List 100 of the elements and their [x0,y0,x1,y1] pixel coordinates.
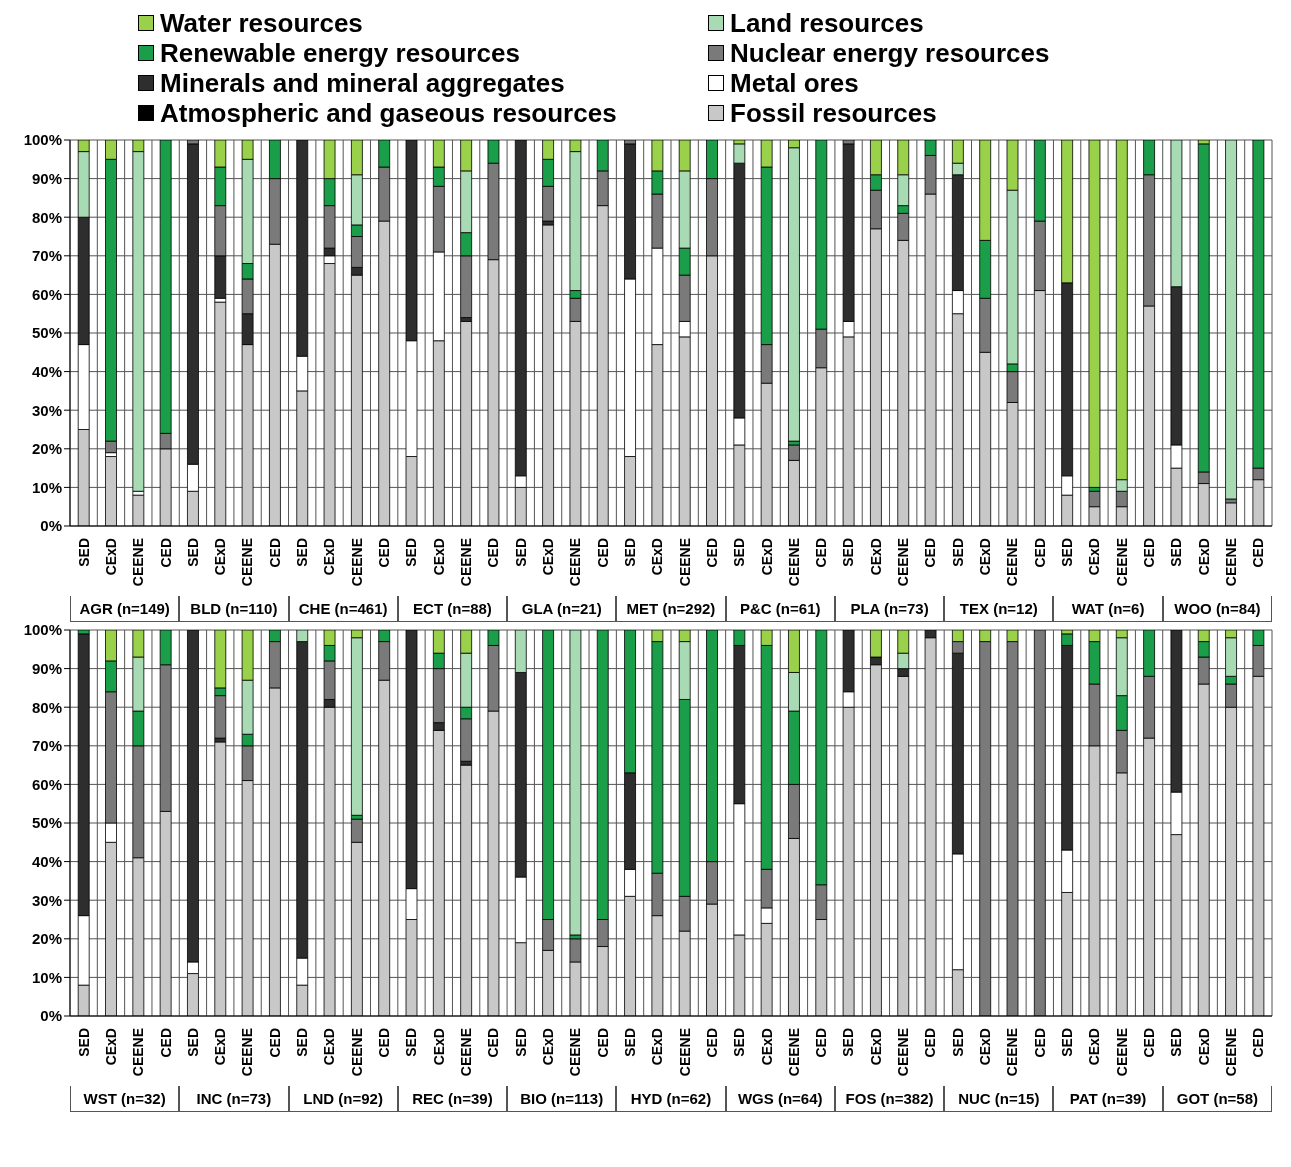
x-tick-label: CEENE [1113,538,1130,587]
x-tick-label: SED [731,1028,748,1057]
y-tick-label: 70% [31,247,62,265]
x-tick-label: SED [184,1028,201,1057]
x-tick-label: SED [731,538,748,567]
x-tick-label: CED [485,1028,502,1058]
text: ECT (n=88) [397,596,508,622]
x-tick-label: CED [485,538,502,568]
x-tick-label: SED [621,538,638,567]
y-tick-label: 50% [31,814,62,832]
x-tick-label: SED [949,1028,966,1057]
y-tick-label: 60% [31,285,62,303]
x-tick-label: CExD [977,538,994,576]
x-tick-label: CED [266,538,283,568]
x-tick-label: SED [1168,538,1185,567]
x-tick-label: SED [403,1028,420,1057]
y-tick-label: 70% [31,737,62,755]
x-tick-label: CEENE [895,538,912,587]
legend-label: Metal ores [730,68,859,98]
text: WST (n=32) [70,1086,180,1112]
bar [1088,140,1101,488]
x-tick-label: SED [1059,1028,1076,1057]
y-tick-label: 90% [31,169,62,187]
y-tick-label: 30% [31,891,62,909]
y-tick-label: 100% [23,131,62,149]
x-tick-label: SED [75,538,92,567]
x-tick-label: CED [376,1028,393,1058]
x-tick-label: SED [840,538,857,567]
text: TEX (n=12) [944,596,1054,622]
x-tick-label: SED [403,538,420,567]
x-tick-label: CExD [321,538,338,576]
y-tick-label: 40% [31,852,62,870]
x-tick-label: CEENE [895,1028,912,1077]
x-tick-label: CED [1031,1028,1048,1058]
x-tick-label: CED [594,1028,611,1058]
y-tick-label: 100% [23,621,62,639]
x-tick-label: CExD [1086,1028,1103,1066]
text: WGS (n=64) [725,1086,835,1112]
x-tick-label: SED [512,538,529,567]
x-tick-label: CExD [212,538,229,576]
x-tick-label: CED [922,538,939,568]
y-tick-label: 30% [31,401,62,419]
x-tick-label: CED [703,1028,720,1058]
x-tick-label: CED [1031,538,1048,568]
x-tick-label: CEENE [1222,538,1239,587]
text: CHE (n=461) [288,596,398,622]
text: WAT (n=6) [1053,596,1163,622]
x-tick-label: CExD [649,1028,666,1066]
x-tick-label: CED [703,538,720,568]
x-tick-label: CED [1140,1028,1157,1058]
x-tick-label: CED [922,1028,939,1058]
text: BIO (n=113) [507,1086,617,1112]
x-tick-label: CEENE [348,538,365,587]
text: REC (n=39) [397,1086,508,1112]
text: P&C (n=61) [725,596,835,622]
y-tick-label: 80% [31,208,62,226]
x-tick-label: CExD [977,1028,994,1066]
bar [1225,140,1237,500]
legend-label: Water resources [160,8,363,38]
x-tick-label: CEENE [239,538,256,587]
x-tick-label: CEENE [676,1028,693,1077]
text: BLD (n=110) [179,596,289,622]
x-tick-label: SED [75,1028,92,1057]
legend-label: Minerals and mineral aggregates [160,68,565,98]
x-tick-label: CExD [649,538,666,576]
x-tick-label: SED [184,538,201,567]
y-tick-label: 90% [31,659,62,677]
x-tick-label: CEENE [1113,1028,1130,1077]
x-tick-label: SED [294,538,311,567]
text: INC (n=73) [179,1086,289,1112]
x-tick-label: CEENE [130,1028,147,1077]
x-tick-label: SED [621,1028,638,1057]
y-tick-label: 80% [31,698,62,716]
text: WOO (n=84) [1162,596,1272,622]
x-tick-label: SED [294,1028,311,1057]
x-tick-label: CEENE [567,1028,584,1077]
x-tick-label: CED [1140,538,1157,568]
y-tick-label: 20% [31,440,62,458]
x-tick-label: CED [157,1028,174,1058]
y-tick-label: 20% [31,930,62,948]
x-tick-label: CExD [1195,538,1212,576]
x-tick-label: CED [266,1028,283,1058]
text: MET (n=292) [616,596,726,622]
x-tick-label: CExD [1195,1028,1212,1066]
x-tick-label: CExD [430,538,447,576]
x-tick-label: CEENE [676,538,693,587]
x-tick-label: CED [157,538,174,568]
x-tick-label: CExD [758,538,775,576]
text: NUC (n=15) [944,1086,1054,1112]
text: HYD (n=62) [616,1086,726,1112]
x-tick-label: CED [813,1028,830,1058]
x-tick-label: CExD [539,1028,556,1066]
legend-label: Fossil resources [730,98,937,128]
x-tick-label: CEENE [130,538,147,587]
y-tick-label: 0% [40,517,62,535]
x-tick-label: CEENE [1222,1028,1239,1077]
x-tick-label: CExD [430,1028,447,1066]
text: GOT (n=58) [1162,1086,1272,1112]
x-tick-label: CExD [212,1028,229,1066]
y-tick-label: 40% [31,362,62,380]
